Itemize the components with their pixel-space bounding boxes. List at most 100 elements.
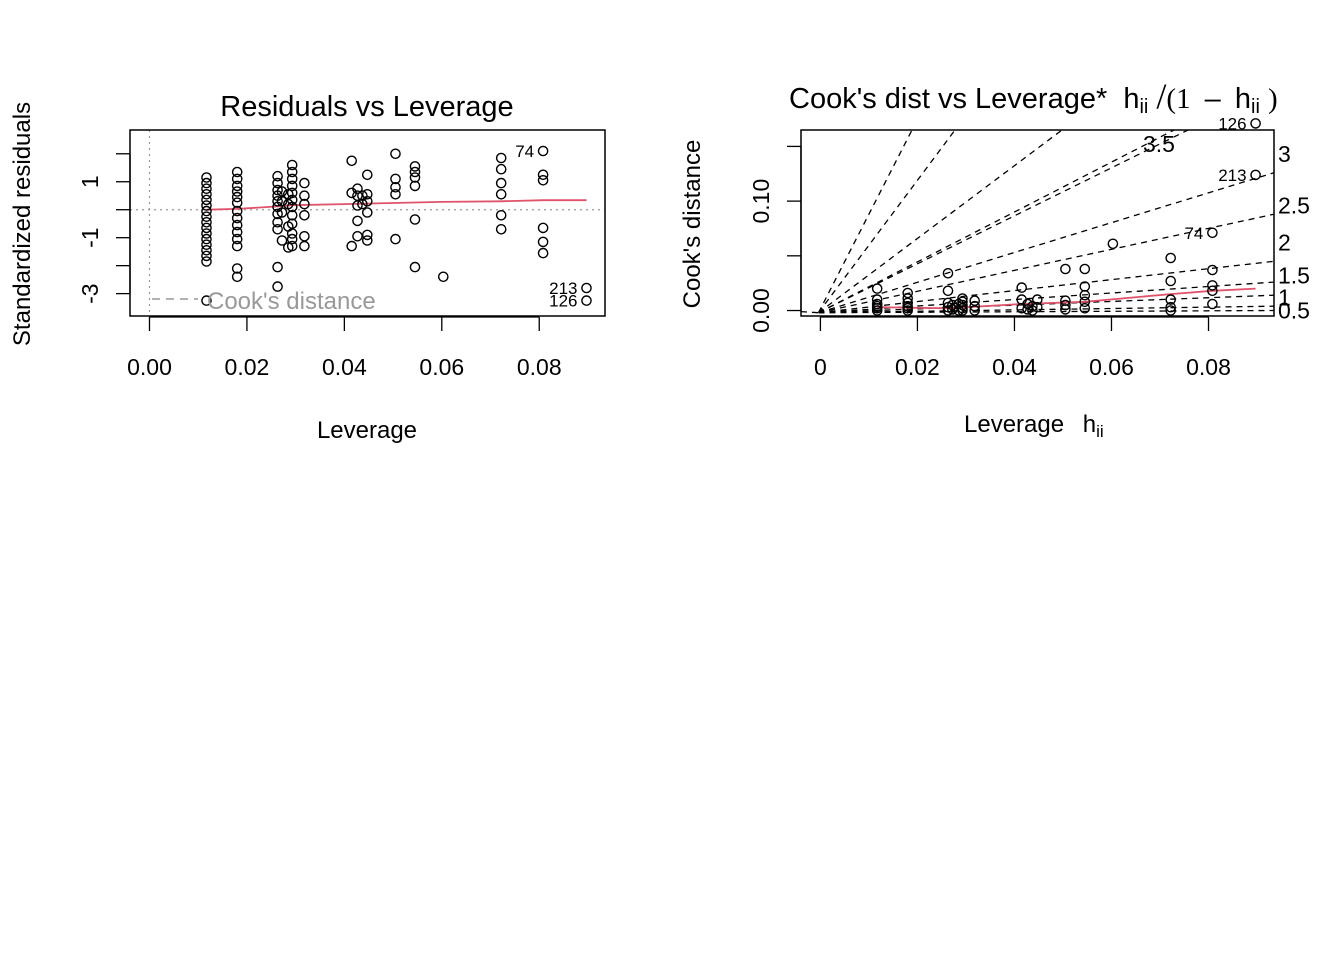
panel2-point: [1207, 280, 1218, 291]
panel2-x-tick-label: 0.08: [1186, 354, 1231, 380]
panel1-point: [409, 166, 421, 178]
panel1-x-axis-label: Leverage: [317, 417, 417, 444]
panel1-point: [361, 188, 373, 200]
panel2-frame: [800, 129, 1275, 317]
panel1-x-tick-label: 0.04: [322, 354, 367, 380]
contour-level-label: 2: [1278, 230, 1291, 256]
panel1-point-label: 213: [549, 279, 577, 298]
panel2-title: Cook's dist vs Leverage* hii /(1 – hii ): [789, 76, 1278, 120]
panel1-point: [272, 170, 283, 182]
panel1-point: [390, 181, 401, 193]
panel1-point: [495, 188, 507, 200]
panel1-point: [390, 188, 401, 200]
panel1-point: [390, 173, 401, 185]
panel1-smooth-line: [206, 199, 587, 211]
panel2-x-tick-label: 0.06: [1089, 354, 1134, 380]
panel1-point: [361, 195, 373, 207]
panel1-x-tick-label: 0.08: [517, 354, 562, 380]
panel1-point: [286, 233, 298, 245]
panel1-point: [272, 223, 283, 235]
panel1-point-label: 126: [549, 292, 577, 311]
panel1-point: [272, 216, 283, 228]
panel1-point: [409, 161, 421, 172]
panel1-y-axis-label: Standardized residuals: [9, 102, 36, 346]
panel1-point: [231, 205, 243, 217]
panel1-points: [201, 145, 592, 306]
panel1-point: [409, 214, 421, 225]
panel1-point: [201, 177, 212, 189]
panel1-point: [299, 198, 310, 210]
cook-contour-line: [818, 129, 1189, 314]
panel1-point: [361, 169, 373, 181]
panel1-point: [201, 183, 212, 194]
panel1-y-tick-label: -1: [77, 227, 103, 247]
panel1-point: [201, 228, 212, 239]
cooks-distance-legend: Cook's distance: [207, 288, 376, 315]
panel2-point: [1250, 118, 1261, 129]
panel1-point: [352, 183, 363, 194]
cook-contour-line: [818, 172, 1275, 314]
panel1-point: [272, 177, 283, 189]
panel2-point-label: 213: [1218, 166, 1246, 185]
panel1-point: [201, 233, 212, 245]
panel1-point: [299, 190, 310, 201]
panel2-point: [942, 267, 954, 279]
panel1-point: [231, 263, 243, 274]
panel1-point: [276, 235, 288, 246]
panel1-point: [537, 247, 549, 259]
panel1-point: [286, 240, 298, 252]
panel2-point: [942, 285, 954, 297]
panel1-point: [231, 233, 243, 245]
panel2-point: [969, 300, 981, 312]
panel2-point-labels: 126 213 74: [1184, 114, 1246, 242]
panel2-point: [1165, 275, 1176, 287]
panel2-point: [1060, 304, 1071, 315]
panel1-point: [390, 233, 401, 245]
panel1-point: [346, 240, 358, 252]
panel1-point: [495, 163, 507, 175]
cook-contour-line: [818, 213, 1275, 314]
panel1-frame: [129, 129, 606, 317]
panel1-point: [201, 222, 212, 234]
panel1-point: [201, 172, 212, 183]
panel1-point: [581, 282, 592, 294]
panel2-point: [1060, 263, 1071, 275]
panel1-point: [201, 250, 212, 262]
panel1-point: [286, 173, 298, 185]
panel2-point: [1207, 285, 1218, 297]
panel2-point-label: 126: [1218, 114, 1246, 133]
panel1-point: [409, 180, 421, 192]
panel1-point: [231, 219, 243, 231]
panel1-point: [286, 209, 298, 221]
panel1-point: [201, 194, 212, 206]
panel1-point: [231, 166, 243, 178]
panel1-point: [495, 223, 507, 235]
panel1-point: [537, 174, 549, 186]
panel1-point: [272, 261, 283, 273]
panel2-point: [1207, 264, 1218, 276]
panel1-point: [276, 207, 288, 218]
panel2-y-axis-label: Cook's distance: [679, 140, 706, 309]
inline-contour-label: 3.5: [1143, 131, 1175, 157]
panel2-axes: 0 0.02 0.04 0.06 0.08 0.00 0.10: [748, 145, 1231, 380]
panel1-point: [201, 256, 212, 267]
panel2-point: [1016, 282, 1028, 293]
panel1-title: Residuals vs Leverage: [220, 91, 513, 123]
panel1-point: [361, 235, 373, 246]
panel1-point: [231, 186, 243, 197]
panel2-point: [1207, 298, 1218, 310]
panel1-y-tick-label: -3: [77, 283, 103, 303]
panel1-point: [201, 239, 212, 250]
panel1-point: [361, 229, 373, 241]
panel1-point: [286, 180, 298, 192]
panel1-point: [201, 188, 212, 200]
panel1-legend: Cook's distance: [152, 288, 376, 315]
panel1-point: [201, 205, 212, 217]
panel2-point: [871, 283, 883, 294]
panel1-point: [352, 230, 363, 242]
panel2-point: [1079, 296, 1091, 308]
panel1-point: [201, 216, 212, 228]
panel1-point: [231, 212, 243, 224]
panel1-point: [201, 244, 212, 256]
